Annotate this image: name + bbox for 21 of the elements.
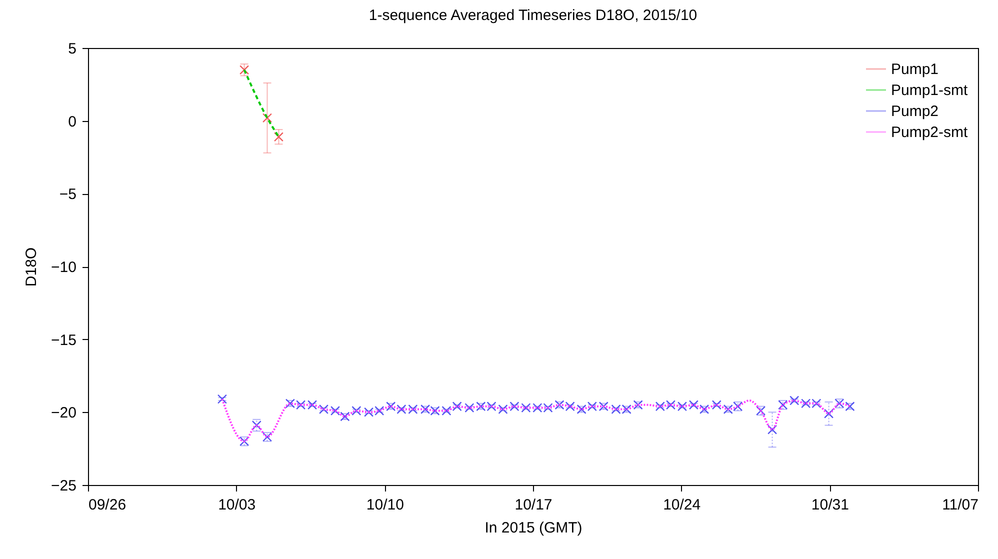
y-tick-label: −15 <box>51 332 76 349</box>
y-tick-label: 5 <box>68 40 76 58</box>
x-axis-title: In 2015 (GMT) <box>484 520 582 536</box>
legend-label: Pump2-smt <box>891 124 969 141</box>
x-tick-label: 10/03 <box>218 496 256 514</box>
y-tick-label: −5 <box>59 186 76 204</box>
y-tick-label: −25 <box>51 478 76 494</box>
x-tick-label: 10/10 <box>366 496 404 514</box>
x-tick-label: 10/24 <box>663 496 701 514</box>
y-axis-title: D18O <box>23 247 40 287</box>
y-tick-label: −20 <box>51 404 76 422</box>
x-tick-label: 10/17 <box>514 496 552 514</box>
y-tick-label: 0 <box>68 113 76 130</box>
legend-label: Pump2 <box>891 103 939 120</box>
x-tick-label: 09/26 <box>88 496 126 514</box>
x-tick-label: 10/31 <box>811 496 849 514</box>
chart-title: 1-sequence Averaged Timeseries D18O, 2015/10 <box>368 7 698 24</box>
y-tick-label: −10 <box>51 259 76 276</box>
x-tick-label: 11/07 <box>942 496 978 514</box>
legend-label: Pump1-smt <box>891 82 969 99</box>
legend-label: Pump1 <box>891 61 939 78</box>
